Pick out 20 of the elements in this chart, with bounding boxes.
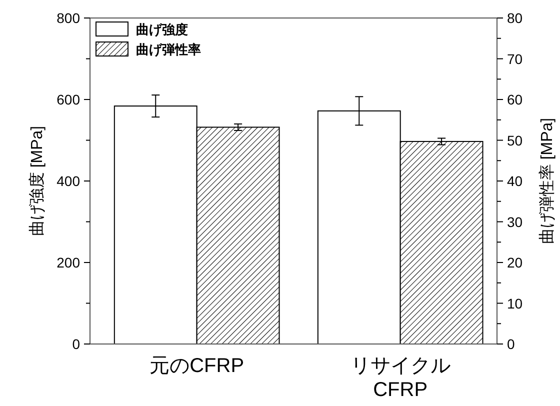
y2-tick-label: 50 — [507, 132, 523, 148]
y2-tick-label: 60 — [507, 92, 523, 108]
y-tick-label: 800 — [56, 10, 80, 26]
y-tick-label: 0 — [72, 336, 80, 352]
y2-tick-label: 80 — [507, 10, 523, 26]
y-axis-title: 曲げ強度 [MPa] — [28, 126, 46, 236]
y-tick-label: 600 — [56, 92, 80, 108]
y2-axis-title: 曲げ弾性率 [MPa] — [538, 118, 556, 244]
legend-label: 曲げ強度 — [136, 22, 188, 37]
y2-tick-label: 0 — [507, 336, 515, 352]
y2-tick-label: 20 — [507, 254, 523, 270]
y2-tick-label: 30 — [507, 214, 523, 230]
y-tick-label: 200 — [56, 254, 80, 270]
x-tick-label: 元のCFRP — [150, 355, 244, 377]
x-tick-label: リサイクル CFRP — [350, 355, 450, 401]
legend-label: 曲げ弾性率 — [136, 42, 201, 57]
y-tick-label: 400 — [56, 173, 80, 189]
y2-tick-label: 40 — [507, 173, 523, 189]
y2-tick-label: 10 — [507, 295, 523, 312]
y2-tick-label: 70 — [507, 50, 523, 67]
